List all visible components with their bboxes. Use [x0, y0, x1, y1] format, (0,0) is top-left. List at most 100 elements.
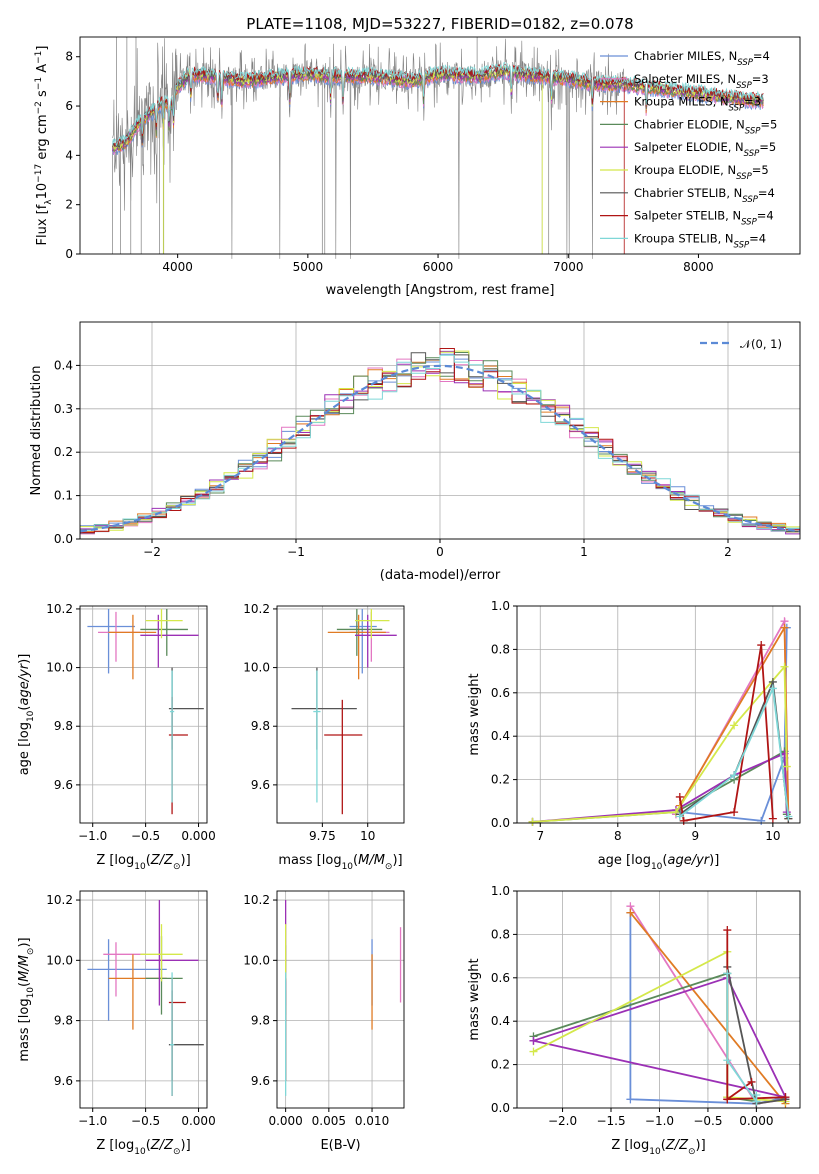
label-part: ⊙: [26, 948, 36, 956]
y-tick-label: 9.8: [251, 719, 270, 733]
y-tick-label: 0.6: [491, 686, 510, 700]
age_vs_mass-frame: [273, 605, 405, 827]
label-part: 10: [649, 1147, 661, 1157]
series-marker-salpeter_stelib: [675, 792, 684, 801]
y-tick-label: 0.4: [491, 1014, 510, 1028]
mw_vs_age-plot: [528, 617, 793, 826]
x-tick-label: 7: [536, 829, 544, 843]
mass-weight-ylabel: mass weight: [467, 958, 482, 1040]
y-tick-label: 0.4: [491, 729, 510, 743]
label-part: )]: [181, 1138, 191, 1153]
legend-sub: SSP: [736, 81, 752, 91]
mass-vs-Z-xlabel: Z [log10(Z/Z⊙)]: [96, 1138, 190, 1157]
mass_vs_ebv-frame: [273, 890, 405, 1112]
label-part: Flux [f: [35, 204, 50, 245]
label-part: (: [146, 1138, 151, 1153]
label-part: mass weight: [467, 673, 482, 755]
series-line-salpeter_elodie: [533, 976, 788, 1099]
hist-xlabel: (data-model)/error: [380, 568, 501, 583]
y-tick-label: 10.0: [46, 953, 73, 967]
y-tick-label: 0.1: [54, 489, 73, 503]
x-tick-label: 0.005: [312, 1114, 346, 1128]
series-marker-kroupa_stelib: [752, 1090, 761, 1099]
label-part: 10: [26, 710, 36, 722]
label-part: Z [log: [96, 853, 134, 868]
legend-text: Kroupa MILES, N: [634, 95, 729, 109]
series-marker-salpeter_stelib: [768, 814, 777, 823]
spectrum-ylabel: Flux [fλ10−17 erg cm−2 s−1 A−1]: [34, 46, 54, 246]
series-marker-salpeter_stelib: [747, 1077, 756, 1086]
y-tick-label: 9.6: [251, 1074, 270, 1088]
y-tick-label: 0.8: [491, 927, 510, 941]
label-part: (: [662, 853, 667, 868]
mass_vs_Z-frame: [76, 890, 208, 1112]
legend-text: =5: [759, 140, 776, 154]
legend-text: Kroupa STELIB, N: [634, 231, 734, 245]
legend-label-salpeter_stelib: Salpeter STELIB, NSSP=4: [634, 209, 774, 228]
label-part: λ: [44, 199, 54, 205]
y-tick-label: 9.6: [251, 778, 270, 792]
hist-ylabel: Normed distribution: [29, 366, 44, 496]
legend-text: =4: [753, 49, 770, 63]
series-marker-salpeter_elodie: [529, 1036, 538, 1045]
label-part: )]: [392, 853, 402, 868]
label-part: (: [661, 1138, 666, 1153]
mass_vs_Z-plot: [87, 900, 204, 1096]
label-part: (: [353, 853, 358, 868]
series-marker-salpeter_stelib: [723, 926, 732, 935]
y-tick-label: 0: [65, 247, 73, 261]
legend-text: Salpeter ELODIE, N: [634, 140, 744, 154]
series-marker-salpeter_stelib: [781, 1093, 790, 1102]
label-part: 10: [26, 987, 36, 999]
series-marker-chabrier_miles: [626, 1095, 635, 1104]
x-tick-label: 0.010: [355, 1114, 389, 1128]
series-marker-kroupa_elodie: [780, 662, 789, 671]
label-part: mass [log: [278, 853, 341, 868]
x-tick-label: −1.0: [645, 1114, 674, 1128]
label-part: Normed distribution: [29, 366, 44, 496]
mw_vs_age-frame: [513, 605, 801, 827]
x-tick-label: 7000: [553, 260, 584, 274]
y-tick-label: 6: [65, 99, 73, 113]
series-marker-kroupa_elodie: [529, 1047, 538, 1056]
x-tick-label: 0.000: [739, 1114, 773, 1128]
x-tick-label: 0.000: [181, 829, 215, 843]
label-part: ]: [35, 46, 50, 51]
hist-legend-label: 𝒩(0, 1): [740, 337, 782, 351]
legend-text: =4: [757, 209, 774, 223]
legend-label-salpeter_miles: Salpeter MILES, NSSP=3: [634, 72, 769, 91]
y-tick-label: 1.0: [491, 599, 510, 613]
y-tick-label: 0.4: [54, 358, 73, 372]
series-line-kroupa_stelib: [679, 685, 790, 818]
legend-sub: SSP: [745, 126, 761, 136]
axes-frame: [276, 890, 405, 1109]
y-tick-label: 2: [65, 198, 73, 212]
residuals-plot: [79, 348, 801, 535]
legend-text: Salpeter STELIB, N: [634, 209, 741, 223]
mw-vs-age-xlabel: age [log10(age/yr)]: [598, 853, 720, 872]
mw_vs_Z-frame: [513, 890, 801, 1112]
y-tick-label: 9.6: [54, 778, 73, 792]
label-part: M/M: [17, 955, 32, 982]
x-tick-label: 0.000: [268, 1114, 302, 1128]
age_vs_Z-plot: [87, 608, 204, 815]
legend-sub: SSP: [741, 218, 757, 228]
label-part: mass weight: [467, 958, 482, 1040]
series-marker-salpeter_stelib: [757, 641, 766, 650]
spectrum-model-kroupa_stelib: [112, 62, 764, 146]
x-tick-label: −2.0: [548, 1114, 577, 1128]
label-part: ⊙: [688, 1147, 696, 1157]
series-marker-kroupa_miles: [780, 623, 789, 632]
y-tick-label: 0.8: [491, 642, 510, 656]
x-tick-label: 8000: [683, 260, 714, 274]
label-part: )]: [709, 853, 719, 868]
y-tick-label: 10.2: [46, 893, 73, 907]
axes-frame: [516, 605, 801, 824]
x-tick-label: −1.0: [78, 1114, 107, 1128]
legend-label-kroupa_stelib: Kroupa STELIB, NSSP=4: [634, 231, 766, 250]
label-part: erg cm: [35, 114, 50, 163]
legend-text: =4: [749, 231, 766, 245]
age-vs-mass-xlabel: mass [log10(M/M⊙)]: [278, 853, 402, 872]
